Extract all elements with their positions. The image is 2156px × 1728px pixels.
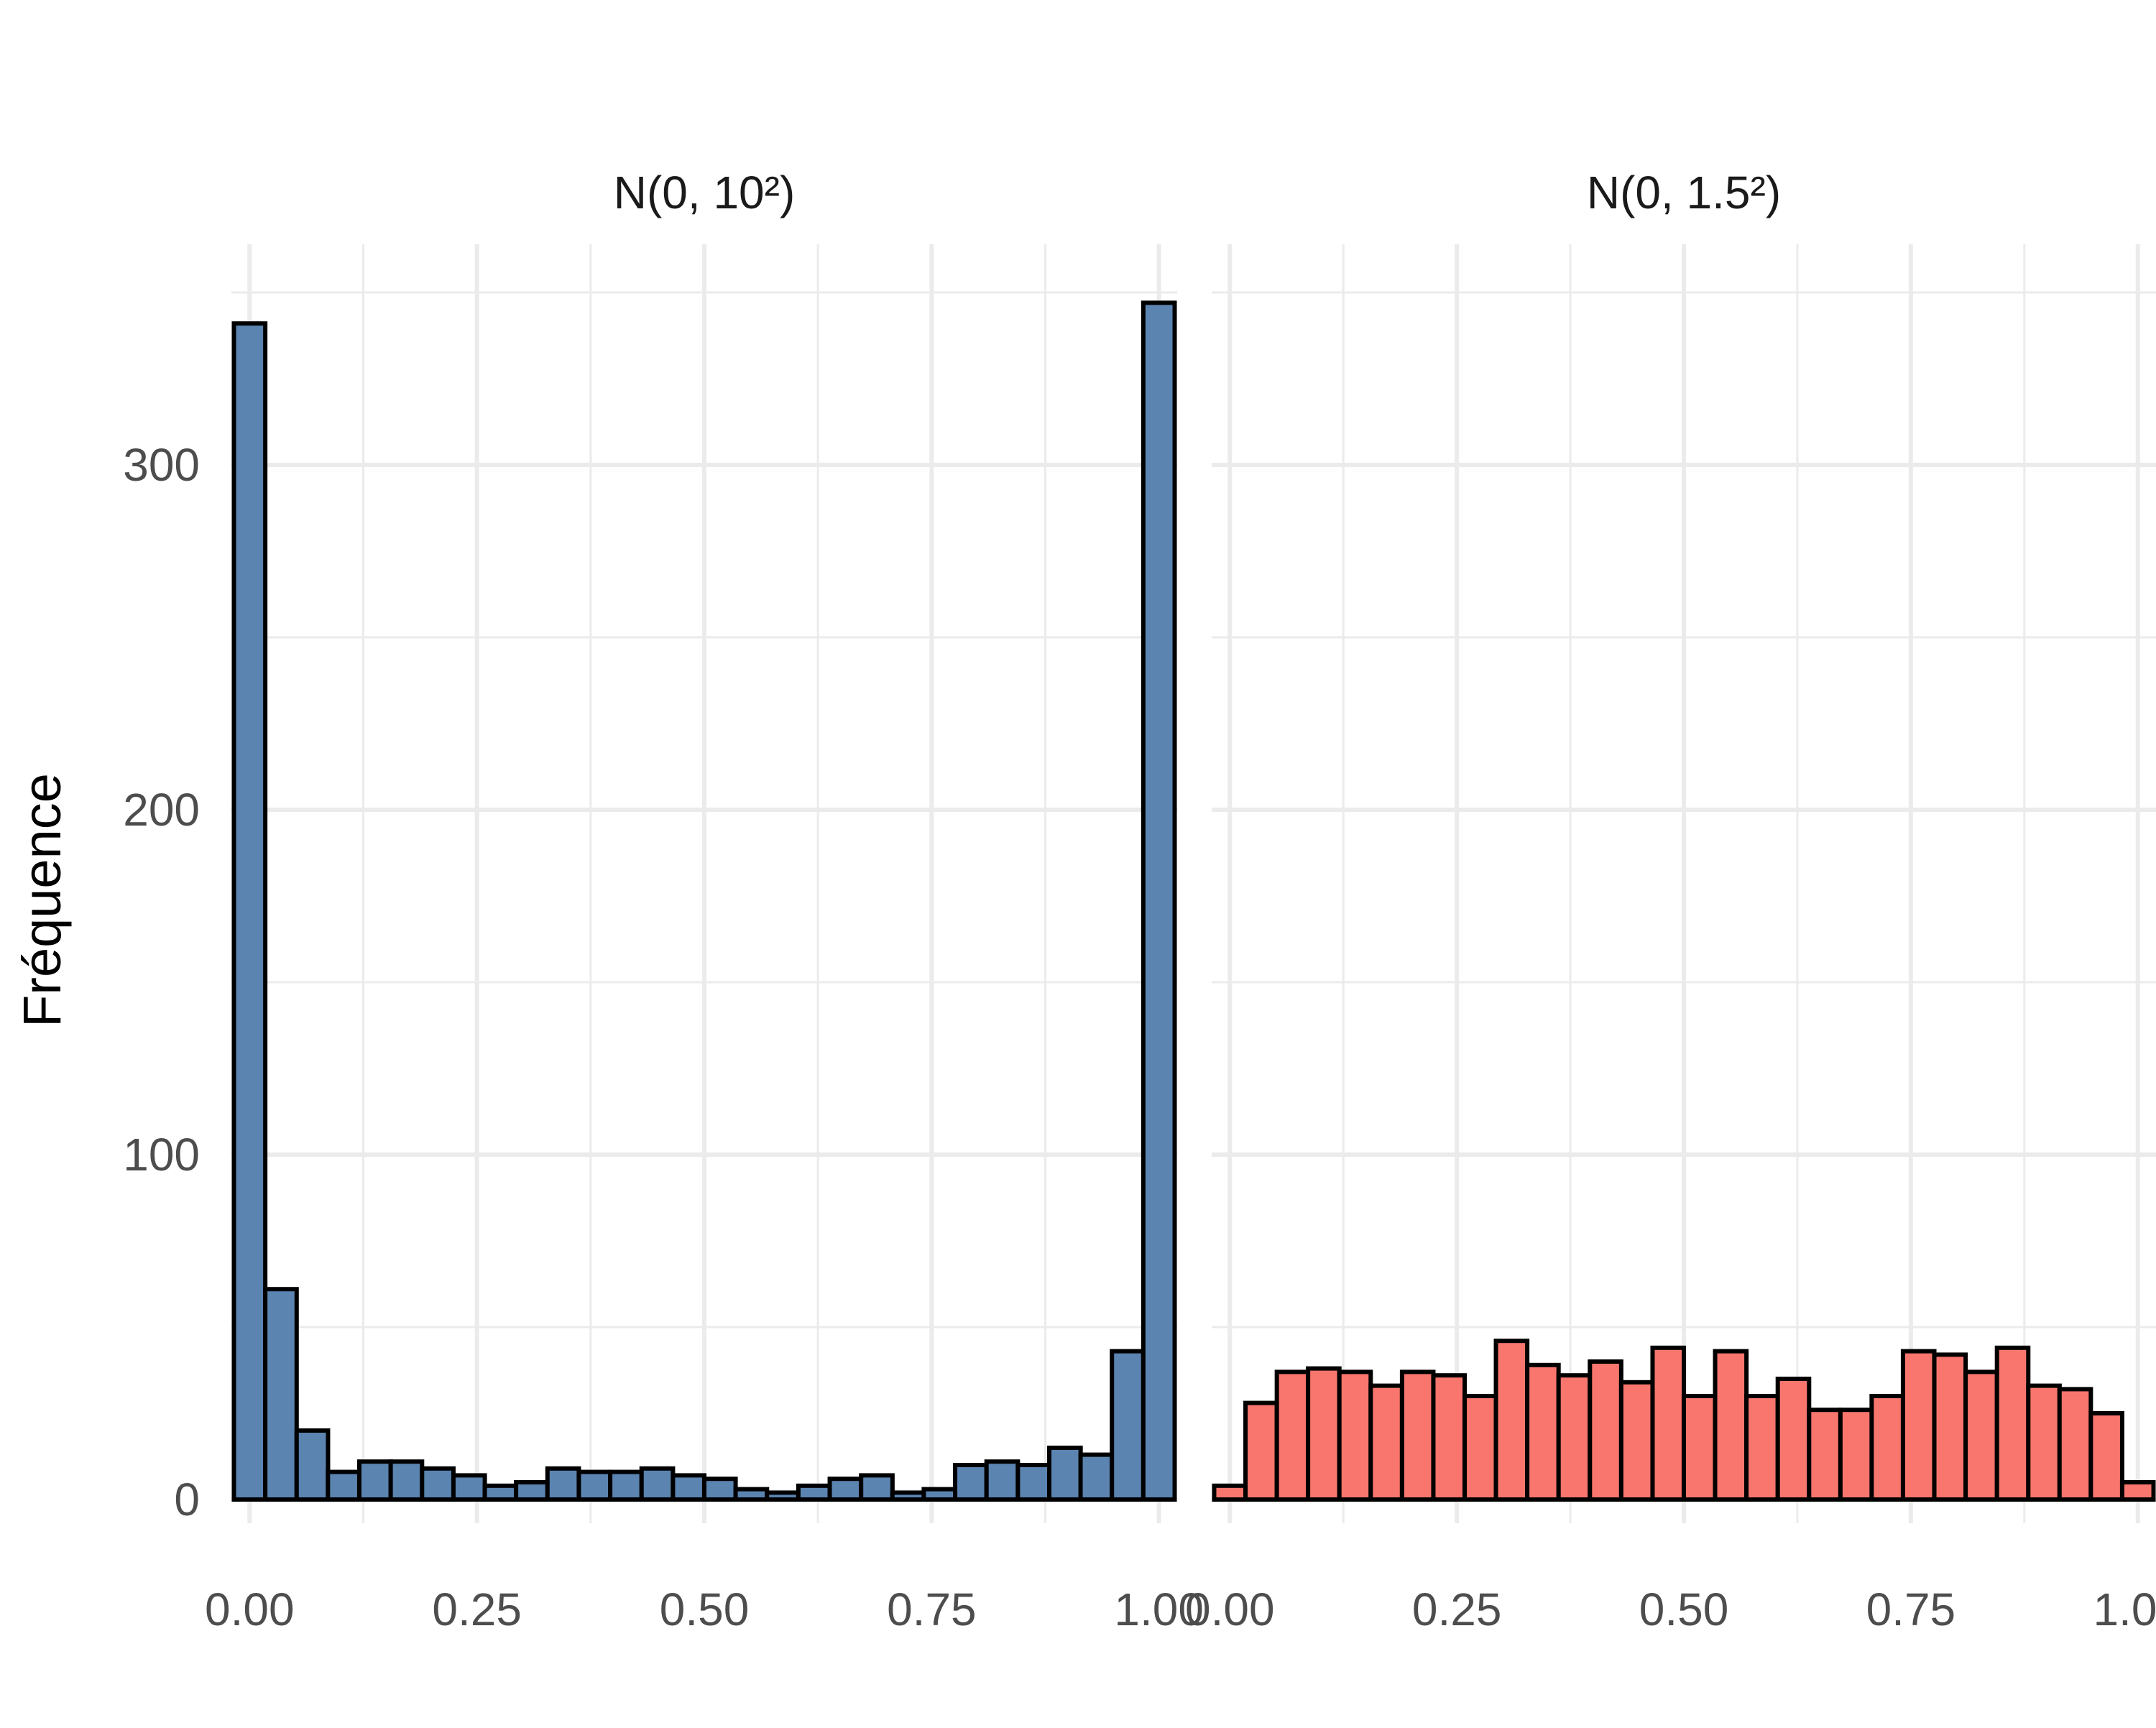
y-tick-label: 200	[123, 784, 200, 836]
x-tick-label: 0.75	[887, 1584, 977, 1635]
histogram-bar	[733, 1487, 770, 1502]
histogram-bar	[1399, 1369, 1436, 1502]
histogram-bar	[1274, 1369, 1311, 1502]
histogram-bar	[1807, 1408, 1843, 1502]
histogram-bar	[1650, 1345, 1687, 1502]
histogram-bar	[1306, 1366, 1342, 1502]
x-tick-label: 0.50	[660, 1584, 750, 1635]
histogram-bar	[263, 1287, 299, 1502]
histogram-bar	[388, 1459, 425, 1502]
histogram-bar	[1775, 1377, 1812, 1502]
histogram-bar	[420, 1466, 456, 1502]
y-tick-label: 300	[123, 439, 200, 491]
histogram-bar	[1047, 1446, 1083, 1502]
histogram-bar	[1243, 1400, 1279, 1502]
histogram-bar	[231, 321, 268, 1502]
histogram-bar	[1556, 1373, 1593, 1502]
histogram-bar	[1015, 1463, 1052, 1502]
histogram-bar	[1963, 1369, 1999, 1502]
histogram-bar	[1932, 1352, 1968, 1502]
histogram-bar	[1431, 1373, 1468, 1502]
histogram-bar	[953, 1463, 989, 1502]
histogram-bar	[482, 1483, 519, 1502]
histogram-bar	[1493, 1339, 1530, 1502]
histogram-bar	[2119, 1480, 2156, 1502]
histogram-bar	[545, 1466, 581, 1502]
x-tick-label: 0.50	[1639, 1584, 1729, 1635]
histogram-bar	[1588, 1359, 1623, 1502]
histogram-bar	[765, 1490, 801, 1502]
x-tick-label: 1.00	[2093, 1584, 2156, 1635]
histogram-bar	[1110, 1349, 1146, 1502]
histogram-bar	[1368, 1383, 1404, 1502]
histogram-bar	[1900, 1349, 1937, 1502]
histogram-bar	[890, 1490, 926, 1502]
histogram-bar	[921, 1487, 958, 1502]
histogram-bar	[1212, 1483, 1248, 1502]
histogram-bar	[2026, 1383, 2062, 1502]
x-tick-label: 0.00	[1185, 1584, 1275, 1635]
histogram-bar	[576, 1469, 613, 1502]
histogram-bar	[1078, 1452, 1115, 1502]
y-tick-label: 100	[123, 1129, 200, 1181]
histogram-bar	[701, 1477, 738, 1502]
histogram-bar	[1713, 1349, 1749, 1502]
histogram-bar	[1869, 1394, 1905, 1502]
histogram-bar	[2057, 1387, 2093, 1502]
histogram-bar	[608, 1469, 644, 1502]
x-tick-label: 0.00	[205, 1584, 295, 1635]
histogram-bar	[1681, 1394, 1718, 1502]
x-tick-label: 1.00	[1114, 1584, 1204, 1635]
histogram-bar	[2088, 1411, 2124, 1502]
histogram-bar	[326, 1469, 361, 1502]
y-tick-label: 0	[174, 1474, 200, 1525]
histogram-bar	[1462, 1394, 1498, 1502]
histogram-bar	[356, 1459, 393, 1502]
histogram-bar	[984, 1459, 1021, 1502]
x-tick-label: 0.25	[432, 1584, 522, 1635]
y-axis-label: Fréquence	[12, 773, 72, 1027]
histogram-bar	[451, 1473, 487, 1502]
histogram-bar	[671, 1473, 707, 1502]
histogram-bar	[859, 1473, 895, 1502]
x-tick-label: 0.75	[1866, 1584, 1956, 1635]
histogram-bar	[514, 1480, 550, 1502]
histogram-bar	[1337, 1369, 1373, 1502]
histogram-bar	[294, 1428, 331, 1502]
histogram-bar	[639, 1466, 676, 1502]
histogram-bar	[827, 1477, 864, 1502]
histogram-bar	[1744, 1394, 1780, 1502]
histogram-bar	[1525, 1362, 1561, 1502]
x-tick-label: 0.25	[1412, 1584, 1502, 1635]
histogram-bar	[1141, 300, 1177, 1502]
histogram-bar	[796, 1483, 832, 1502]
histogram-bar	[1838, 1408, 1874, 1502]
facet-title: N(0, 1.5²)	[1587, 167, 1781, 218]
histogram-bar	[1618, 1380, 1655, 1502]
histogram-bar	[1994, 1345, 2031, 1502]
facet-title: N(0, 10²)	[614, 167, 796, 218]
